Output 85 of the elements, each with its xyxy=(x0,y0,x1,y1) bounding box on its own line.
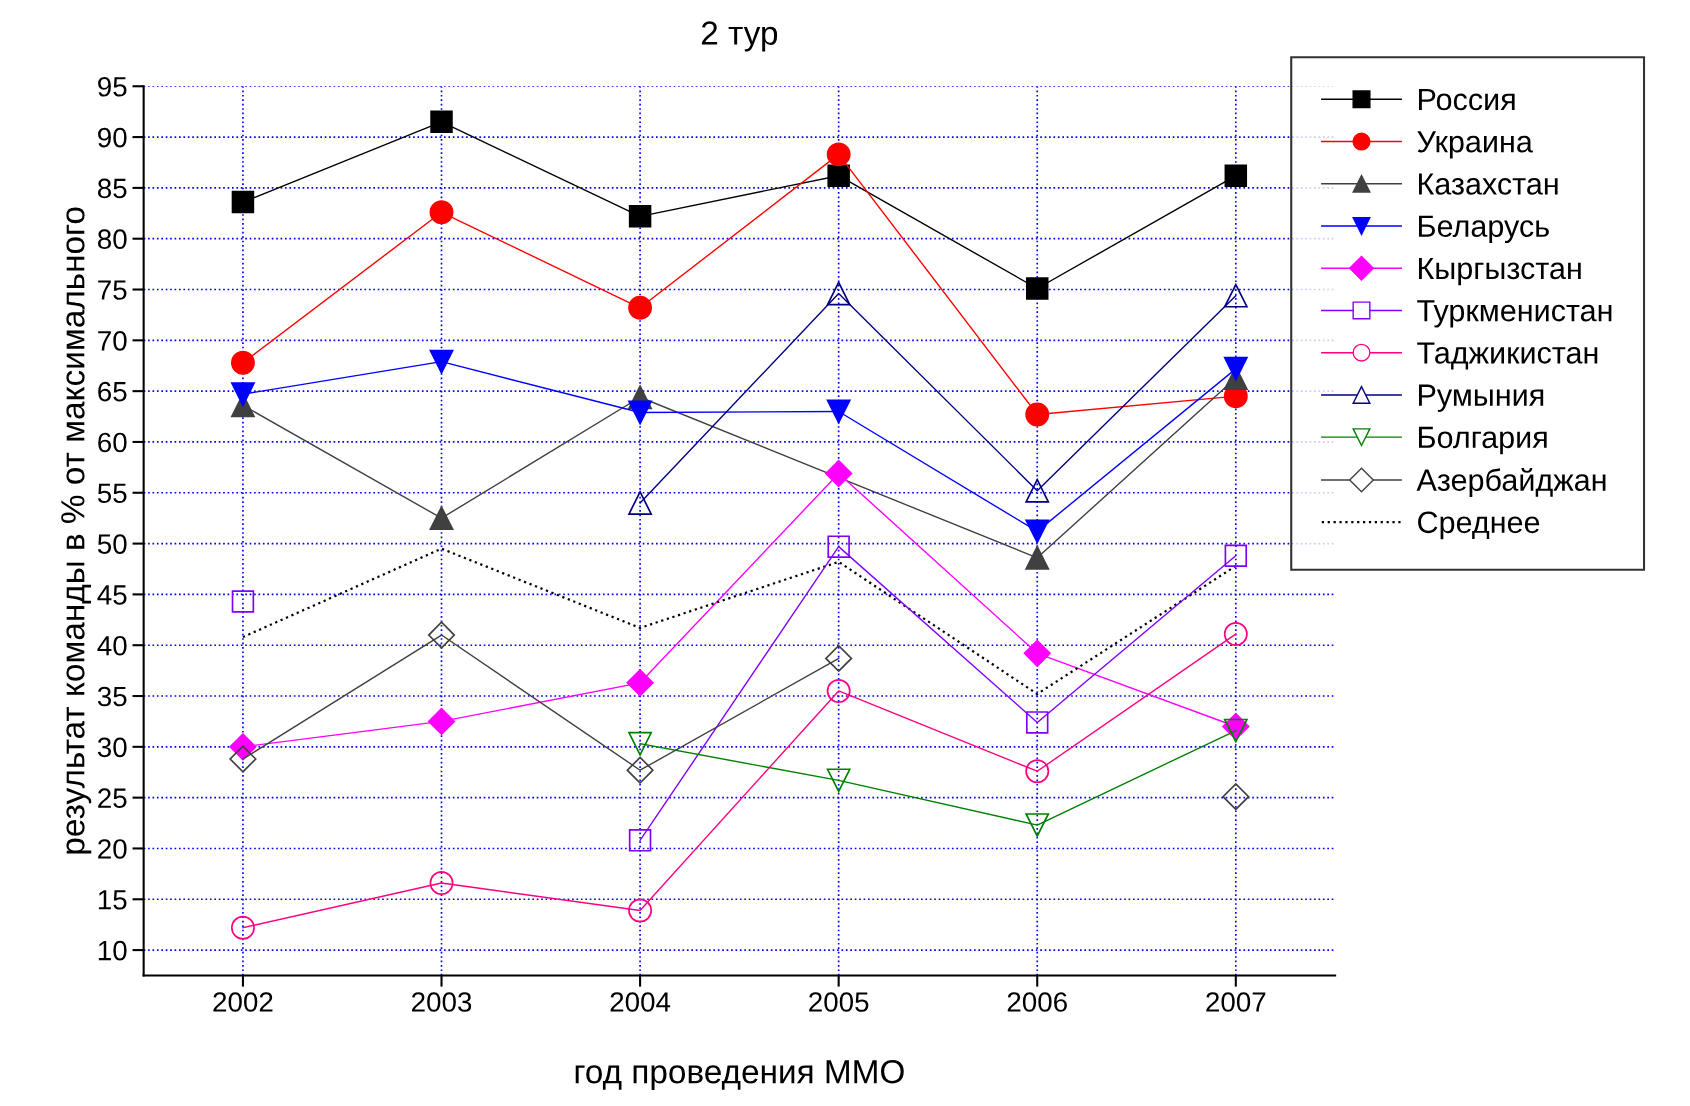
y-tick-label: 25 xyxy=(98,788,127,808)
point xyxy=(1025,478,1050,503)
point xyxy=(826,678,851,703)
legend-label: Кыргызстан xyxy=(1419,257,1581,286)
point xyxy=(626,669,654,697)
point xyxy=(628,490,653,515)
point xyxy=(429,349,454,374)
point xyxy=(230,915,255,940)
legend-label: Россия xyxy=(1419,88,1515,111)
point xyxy=(825,459,853,488)
point xyxy=(628,898,653,923)
x-axis-title: год проведения ММО xyxy=(575,1059,904,1091)
point xyxy=(231,590,255,613)
legend-label: Таджикистан xyxy=(1417,342,1598,370)
y-tick-label: 30 xyxy=(97,737,127,758)
y-tick-label: 80 xyxy=(97,229,127,250)
y-tick-label: 85 xyxy=(97,178,127,199)
point xyxy=(1223,622,1248,646)
point xyxy=(826,281,851,306)
legend-label: Туркменистан xyxy=(1417,300,1612,328)
point xyxy=(1025,759,1050,784)
point xyxy=(1223,718,1248,743)
point xyxy=(429,200,454,225)
legend-label: Украина xyxy=(1417,131,1533,159)
point xyxy=(1025,519,1050,544)
point xyxy=(1025,402,1050,427)
legend-label: Румыния xyxy=(1419,384,1544,412)
point xyxy=(1025,545,1050,570)
y-tick-label: 45 xyxy=(97,585,127,605)
y-axis-title: результат команды в % от максимального xyxy=(61,207,92,854)
point xyxy=(827,535,850,558)
point xyxy=(1025,277,1049,300)
legend-label: Азербайджан xyxy=(1416,467,1606,497)
legend-label: Болгария xyxy=(1419,426,1547,455)
y-tick-label: 60 xyxy=(98,432,127,453)
point xyxy=(1025,711,1049,734)
point xyxy=(1023,639,1051,667)
point xyxy=(628,295,653,320)
legend-label: Беларусь xyxy=(1419,215,1549,244)
point xyxy=(427,707,456,736)
point xyxy=(231,190,255,214)
point xyxy=(1224,164,1248,187)
point xyxy=(826,768,851,793)
point xyxy=(827,164,850,187)
chart-title: 2 тур xyxy=(701,21,778,52)
y-tick-label: 35 xyxy=(97,686,127,707)
point xyxy=(429,871,454,895)
point xyxy=(826,142,851,167)
point xyxy=(825,644,853,673)
point xyxy=(1025,813,1050,838)
x-tick-label: 2004 xyxy=(610,992,671,1012)
point xyxy=(230,382,255,407)
point xyxy=(1223,356,1248,381)
y-tick-label: 75 xyxy=(98,280,127,300)
x-tick-label: 2006 xyxy=(1007,992,1067,1012)
point xyxy=(628,205,652,228)
y-tick-label: 90 xyxy=(98,127,127,148)
y-tick-label: 40 xyxy=(97,635,127,656)
legend-label: Среднее xyxy=(1418,511,1540,540)
y-tick-label: 15 xyxy=(98,890,127,910)
x-tick-label: 2007 xyxy=(1206,992,1266,1012)
y-tick-label: 95 xyxy=(98,76,127,97)
y-tick-label: 50 xyxy=(97,534,127,554)
y-tick-label: 65 xyxy=(98,381,127,402)
point xyxy=(826,399,851,424)
x-tick-label: 2003 xyxy=(412,992,472,1012)
point xyxy=(230,350,255,375)
y-tick-label: 55 xyxy=(97,483,127,504)
point xyxy=(430,110,453,134)
point xyxy=(628,731,653,756)
y-tick-label: 20 xyxy=(98,839,127,859)
point xyxy=(427,621,456,649)
point xyxy=(229,745,257,773)
x-tick-label: 2002 xyxy=(213,992,273,1012)
point xyxy=(1222,783,1250,811)
point xyxy=(1223,283,1248,308)
y-tick-label: 70 xyxy=(98,331,127,351)
point xyxy=(626,756,654,784)
point xyxy=(628,829,652,852)
legend-label: Казахстан xyxy=(1419,173,1558,195)
x-tick-label: 2005 xyxy=(809,992,869,1012)
y-tick-label: 10 xyxy=(98,940,127,961)
point xyxy=(1224,544,1248,568)
point xyxy=(429,506,454,531)
point xyxy=(628,400,653,425)
